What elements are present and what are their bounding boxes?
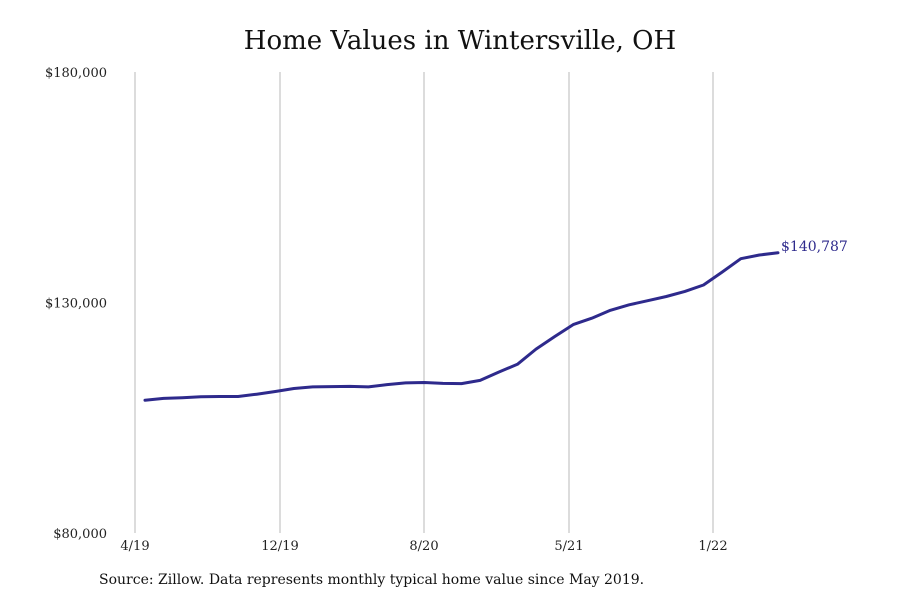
y-axis-ticks: $80,000 $130,000 $180,000 (45, 66, 107, 542)
x-tick-label: 1/22 (698, 539, 727, 554)
x-tick-label: 4/19 (120, 539, 149, 554)
x-axis-ticks: 4/19 12/19 8/20 5/21 1/22 (120, 539, 727, 554)
chart-title: Home Values in Wintersville, OH (243, 26, 677, 56)
x-tick-label: 12/19 (261, 539, 298, 554)
y-tick-label: $130,000 (45, 297, 107, 312)
source-note: Source: Zillow. Data represents monthly … (99, 572, 645, 588)
y-tick-label: $180,000 (45, 66, 107, 81)
home-value-line (143, 251, 780, 402)
y-tick-label: $80,000 (53, 527, 107, 542)
x-tick-label: 5/21 (554, 539, 583, 554)
grid-lines (134, 72, 714, 533)
end-value-label: $140,787 (781, 239, 848, 255)
x-tick-label: 8/20 (409, 539, 438, 554)
